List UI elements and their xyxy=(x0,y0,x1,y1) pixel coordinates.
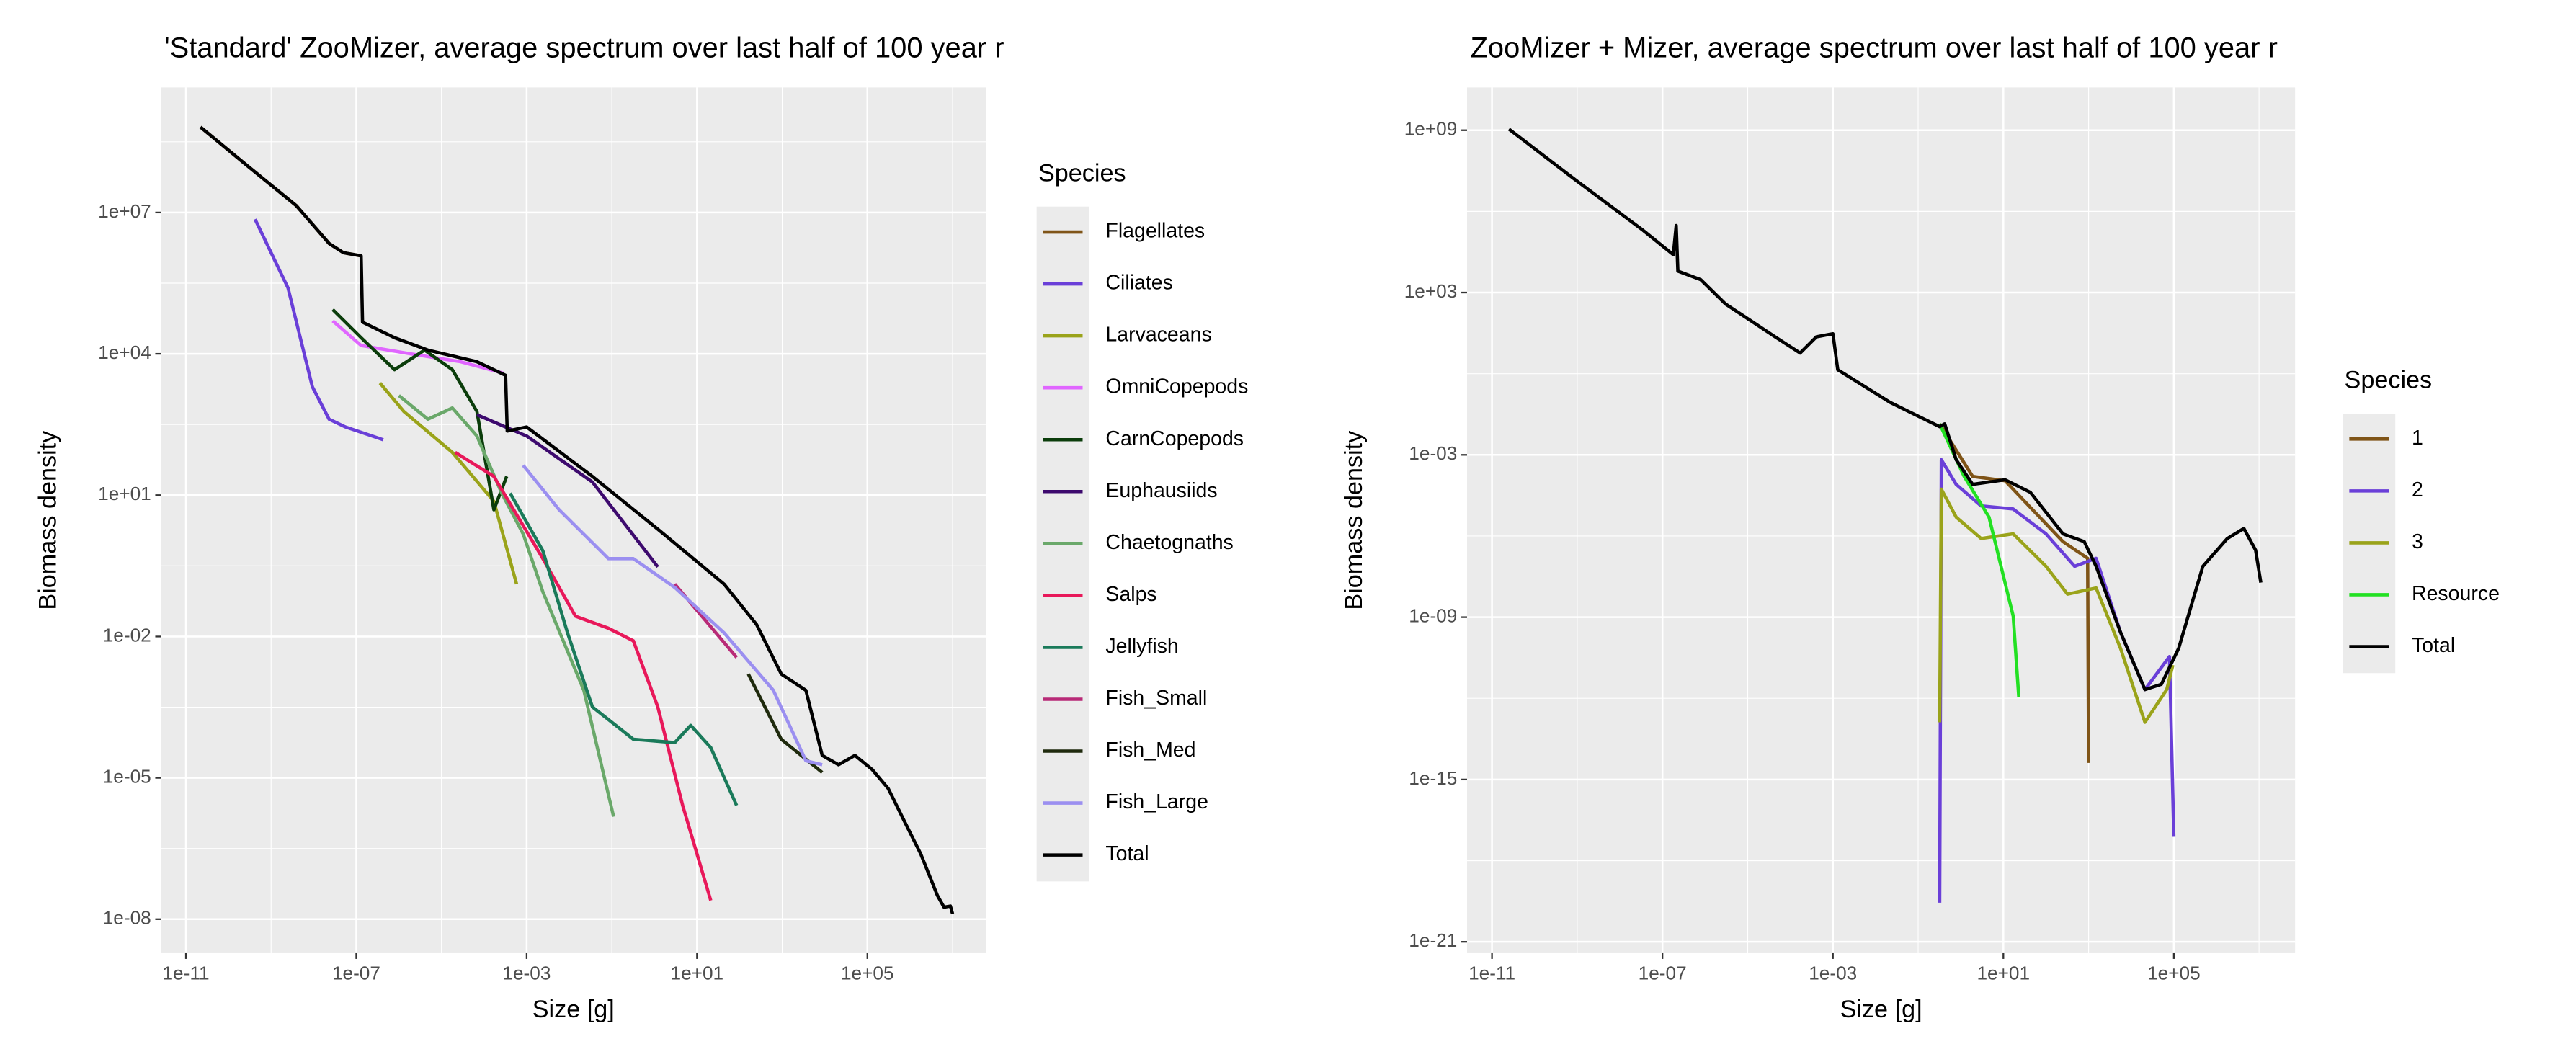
x-tick-label: 1e-11 xyxy=(1469,963,1515,984)
legend-label: Ciliates xyxy=(1105,272,1172,295)
y-tick-label: 1e+03 xyxy=(1404,280,1458,302)
y-tick-label: 1e-03 xyxy=(1409,442,1457,464)
legend-label: 1 xyxy=(2412,427,2423,450)
legend-label: Fish_Med xyxy=(1105,739,1195,762)
panel-background xyxy=(161,87,986,953)
x-tick-label: 1e-03 xyxy=(1809,963,1857,984)
series-line xyxy=(1938,423,2090,763)
series-line xyxy=(509,492,739,806)
x-tick-label: 1e-07 xyxy=(1639,963,1687,984)
legend-title: Species xyxy=(2345,367,2433,394)
series-line xyxy=(476,413,659,568)
y-tick-label: 1e-05 xyxy=(103,766,151,787)
panel-background xyxy=(1467,87,2296,953)
legend-label: Fish_Small xyxy=(1105,687,1207,710)
series-line xyxy=(1507,128,2263,692)
legend-label: 3 xyxy=(2412,530,2423,553)
legend-label: Chaetognaths xyxy=(1105,531,1233,554)
legend-label: Salps xyxy=(1105,583,1156,606)
series-line xyxy=(1938,487,2175,724)
legend-label: Jellyfish xyxy=(1105,635,1178,658)
y-tick-label: 1e+04 xyxy=(98,342,151,363)
legend-label: Larvaceans xyxy=(1105,323,1211,347)
x-tick-label: 1e-07 xyxy=(332,963,380,984)
series-line xyxy=(253,218,384,442)
legend-label: Fish_Large xyxy=(1105,790,1208,813)
legend-label: Euphausiids xyxy=(1105,479,1217,502)
y-tick-label: 1e+01 xyxy=(98,483,151,504)
x-tick-label: 1e-11 xyxy=(162,963,209,984)
x-tick-label: 1e+05 xyxy=(841,963,894,984)
legend-label: Resource xyxy=(2412,582,2500,605)
series-line xyxy=(398,394,615,818)
x-axis-title: Size [g] xyxy=(532,996,615,1023)
x-tick-label: 1e+01 xyxy=(1976,963,2030,984)
legend-label: CarnCopepods xyxy=(1105,427,1244,450)
y-tick-label: 1e-21 xyxy=(1409,929,1457,951)
series-line xyxy=(522,464,823,767)
series-line xyxy=(454,450,713,901)
series-line xyxy=(378,382,519,585)
legend-label: Total xyxy=(2412,634,2455,657)
y-tick-label: 1e-09 xyxy=(1409,605,1457,627)
y-axis-title: Biomass density xyxy=(1340,430,1368,610)
y-tick-label: 1e-15 xyxy=(1409,767,1457,789)
y-tick-label: 1e-08 xyxy=(103,907,151,929)
series-line xyxy=(1938,458,2176,903)
series-line xyxy=(199,125,955,914)
series-line xyxy=(331,308,509,512)
x-tick-label: 1e-03 xyxy=(502,963,551,984)
legend-label: OmniCopepods xyxy=(1105,375,1248,398)
legend-label: Flagellates xyxy=(1105,220,1205,243)
legend-title: Species xyxy=(1038,159,1126,187)
y-axis-title: Biomass density xyxy=(34,430,61,610)
chart-title: 'Standard' ZooMizer, average spectrum ov… xyxy=(164,32,1004,63)
x-tick-label: 1e+01 xyxy=(671,963,724,984)
legend-label: 2 xyxy=(2412,478,2423,501)
chart-title: ZooMizer + Mizer, average spectrum over … xyxy=(1471,32,2278,63)
y-tick-label: 1e+09 xyxy=(1404,118,1458,140)
y-tick-label: 1e-02 xyxy=(103,624,151,646)
y-tick-label: 1e+07 xyxy=(98,200,151,222)
legend-label: Total xyxy=(1105,842,1149,865)
series-line xyxy=(331,319,504,375)
x-tick-label: 1e+05 xyxy=(2147,963,2201,984)
x-axis-title: Size [g] xyxy=(1840,996,1922,1023)
